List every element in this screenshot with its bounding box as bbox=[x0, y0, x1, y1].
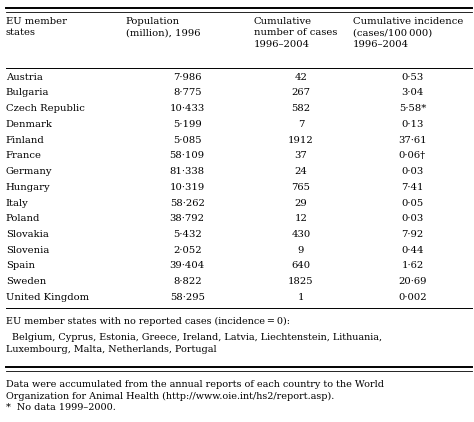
Text: 3·04: 3·04 bbox=[401, 88, 424, 97]
Text: 5·432: 5·432 bbox=[173, 230, 201, 239]
Text: 8·775: 8·775 bbox=[173, 88, 201, 97]
Text: 0·002: 0·002 bbox=[398, 293, 427, 302]
Text: Italy: Italy bbox=[6, 198, 28, 208]
Text: 7·41: 7·41 bbox=[401, 183, 424, 192]
Text: Bulgaria: Bulgaria bbox=[6, 88, 49, 97]
Text: 1: 1 bbox=[298, 293, 304, 302]
Text: Slovakia: Slovakia bbox=[6, 230, 48, 239]
Text: 0·03: 0·03 bbox=[401, 214, 423, 223]
Text: 5·085: 5·085 bbox=[173, 135, 201, 145]
Text: Hungary: Hungary bbox=[6, 183, 50, 192]
Text: 1912: 1912 bbox=[288, 135, 314, 145]
Text: France: France bbox=[6, 151, 42, 160]
Text: Czech Republic: Czech Republic bbox=[6, 104, 84, 113]
Text: 39·404: 39·404 bbox=[170, 262, 205, 271]
Text: 12: 12 bbox=[294, 214, 308, 223]
Text: Spain: Spain bbox=[6, 262, 35, 271]
Text: Germany: Germany bbox=[6, 167, 52, 176]
Text: 7: 7 bbox=[298, 120, 304, 129]
Text: Finland: Finland bbox=[6, 135, 45, 145]
Text: 58·295: 58·295 bbox=[170, 293, 205, 302]
Text: 29: 29 bbox=[295, 198, 307, 208]
Text: 0·53: 0·53 bbox=[401, 73, 423, 81]
Text: 7·92: 7·92 bbox=[401, 230, 423, 239]
Text: United Kingdom: United Kingdom bbox=[6, 293, 89, 302]
Text: 0·44: 0·44 bbox=[401, 246, 424, 255]
Text: 765: 765 bbox=[292, 183, 310, 192]
Text: Slovenia: Slovenia bbox=[6, 246, 49, 255]
Text: 81·338: 81·338 bbox=[170, 167, 205, 176]
Text: 20·69: 20·69 bbox=[398, 277, 427, 286]
Text: 0·06†: 0·06† bbox=[399, 151, 426, 160]
Text: 7·986: 7·986 bbox=[173, 73, 201, 81]
Text: Sweden: Sweden bbox=[6, 277, 46, 286]
Text: 0·05: 0·05 bbox=[401, 198, 423, 208]
Text: EU member
states: EU member states bbox=[6, 17, 67, 37]
Text: 10·319: 10·319 bbox=[170, 183, 205, 192]
Text: 37: 37 bbox=[295, 151, 307, 160]
Text: 58·109: 58·109 bbox=[170, 151, 205, 160]
Text: Austria: Austria bbox=[6, 73, 43, 81]
Text: 0·03: 0·03 bbox=[401, 167, 423, 176]
Text: 5·58*: 5·58* bbox=[399, 104, 426, 113]
Text: 267: 267 bbox=[292, 88, 310, 97]
Text: 430: 430 bbox=[292, 230, 310, 239]
Text: Denmark: Denmark bbox=[6, 120, 53, 129]
Text: 37·61: 37·61 bbox=[398, 135, 427, 145]
Text: Poland: Poland bbox=[6, 214, 40, 223]
Text: Cumulative
number of cases
1996–2004: Cumulative number of cases 1996–2004 bbox=[254, 17, 337, 49]
Text: 9: 9 bbox=[298, 246, 304, 255]
Text: Population
(million), 1996: Population (million), 1996 bbox=[126, 17, 200, 37]
Text: Data were accumulated from the annual reports of each country to the World
Organ: Data were accumulated from the annual re… bbox=[6, 380, 383, 412]
Text: 5·199: 5·199 bbox=[173, 120, 201, 129]
Text: Belgium, Cyprus, Estonia, Greece, Ireland, Latvia, Liechtenstein, Lithuania,
Lux: Belgium, Cyprus, Estonia, Greece, Irelan… bbox=[6, 333, 382, 354]
Text: 8·822: 8·822 bbox=[173, 277, 201, 286]
Text: 1825: 1825 bbox=[288, 277, 314, 286]
Text: 1·62: 1·62 bbox=[401, 262, 423, 271]
Text: 582: 582 bbox=[292, 104, 310, 113]
Text: 640: 640 bbox=[292, 262, 310, 271]
Text: EU member states with no reported cases (incidence = 0):: EU member states with no reported cases … bbox=[6, 317, 290, 326]
Text: 38·792: 38·792 bbox=[170, 214, 205, 223]
Text: Cumulative incidence
(cases/100 000)
1996–2004: Cumulative incidence (cases/100 000) 199… bbox=[353, 17, 464, 49]
Text: 0·13: 0·13 bbox=[401, 120, 424, 129]
Text: 2·052: 2·052 bbox=[173, 246, 201, 255]
Text: 42: 42 bbox=[294, 73, 308, 81]
Text: 58·262: 58·262 bbox=[170, 198, 205, 208]
Text: 24: 24 bbox=[294, 167, 308, 176]
Text: 10·433: 10·433 bbox=[170, 104, 205, 113]
